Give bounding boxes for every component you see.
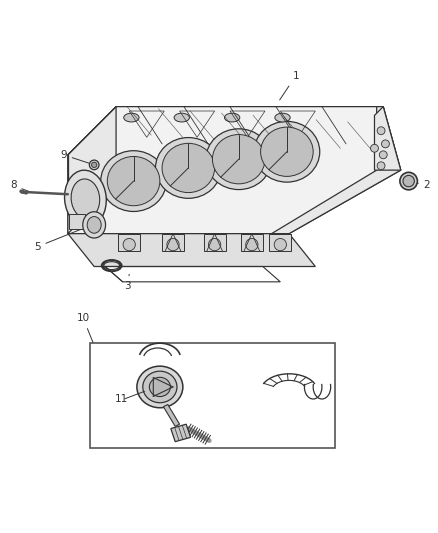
Ellipse shape: [400, 172, 417, 190]
Ellipse shape: [246, 238, 258, 251]
Text: 8: 8: [10, 181, 30, 192]
Ellipse shape: [124, 113, 139, 122]
Ellipse shape: [71, 179, 100, 219]
Ellipse shape: [89, 160, 99, 169]
Ellipse shape: [137, 366, 183, 408]
Text: 2: 2: [411, 181, 431, 190]
Polygon shape: [68, 107, 116, 233]
Ellipse shape: [377, 162, 385, 169]
Text: 10: 10: [77, 313, 93, 343]
Polygon shape: [69, 214, 85, 229]
Ellipse shape: [101, 151, 166, 212]
Ellipse shape: [87, 216, 101, 233]
Polygon shape: [269, 233, 291, 251]
Ellipse shape: [379, 151, 387, 159]
Ellipse shape: [225, 113, 240, 122]
Polygon shape: [163, 405, 180, 426]
Ellipse shape: [123, 238, 135, 251]
Polygon shape: [68, 233, 315, 266]
Polygon shape: [204, 233, 226, 251]
Ellipse shape: [254, 122, 320, 182]
Ellipse shape: [143, 371, 177, 403]
Polygon shape: [241, 233, 263, 251]
Ellipse shape: [212, 134, 265, 184]
Ellipse shape: [64, 170, 106, 227]
Text: 11: 11: [115, 394, 128, 404]
Bar: [90, 343, 335, 448]
Polygon shape: [162, 233, 184, 251]
Ellipse shape: [206, 129, 272, 190]
Polygon shape: [171, 424, 191, 442]
Ellipse shape: [381, 140, 389, 148]
Ellipse shape: [107, 157, 160, 206]
Polygon shape: [118, 233, 140, 251]
Ellipse shape: [83, 212, 106, 238]
Ellipse shape: [162, 143, 215, 192]
Text: 5: 5: [34, 226, 89, 252]
Text: 9: 9: [60, 150, 92, 164]
Ellipse shape: [377, 127, 385, 135]
Ellipse shape: [92, 162, 97, 167]
Ellipse shape: [174, 113, 189, 122]
Polygon shape: [374, 107, 401, 170]
Text: 1: 1: [280, 71, 299, 100]
Ellipse shape: [371, 144, 378, 152]
Polygon shape: [68, 107, 401, 233]
Ellipse shape: [208, 238, 221, 251]
Ellipse shape: [275, 113, 290, 122]
Ellipse shape: [167, 238, 179, 251]
Ellipse shape: [274, 238, 286, 251]
Text: 12: 12: [234, 379, 260, 392]
Ellipse shape: [403, 175, 414, 187]
Polygon shape: [272, 107, 401, 233]
Ellipse shape: [261, 127, 313, 176]
Ellipse shape: [149, 377, 170, 397]
Ellipse shape: [155, 138, 221, 198]
Text: 3: 3: [124, 274, 131, 291]
Ellipse shape: [20, 191, 25, 193]
